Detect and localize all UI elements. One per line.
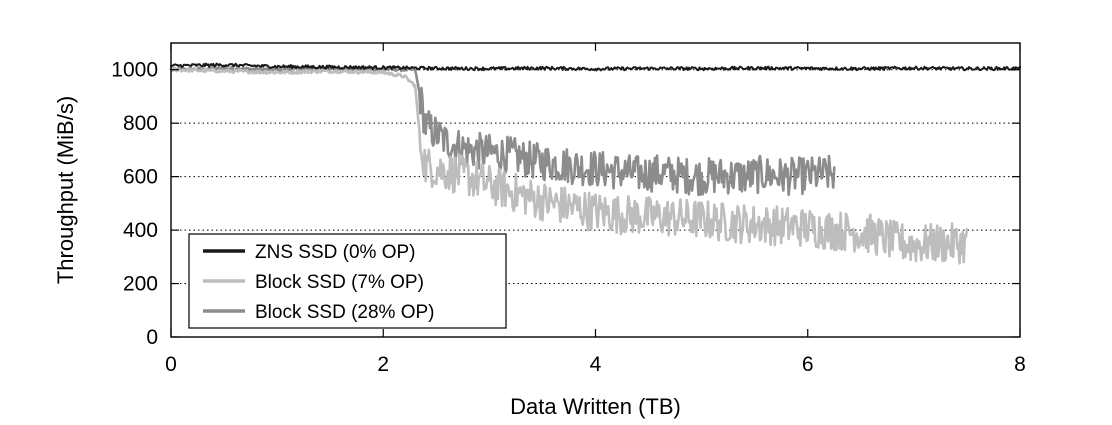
- x-tick-label: 8: [1014, 353, 1026, 376]
- series-line-zns: [170, 62, 1021, 72]
- legend-label-zns: ZNS SSD (0% OP): [255, 242, 415, 263]
- y-tick-label: 1000: [111, 59, 158, 82]
- x-tick-label: 6: [802, 353, 814, 376]
- y-tick-label: 400: [123, 219, 158, 242]
- x-tick-label: 2: [377, 353, 389, 376]
- legend-label-block-28: Block SSD (28% OP): [255, 302, 435, 323]
- y-axis-label: Throughput (MiB/s): [53, 96, 78, 284]
- x-axis-label: Data Written (TB): [510, 394, 681, 419]
- y-tick-label: 200: [123, 273, 158, 296]
- series-line-block-7: [169, 67, 969, 265]
- x-tick-label: 4: [590, 353, 602, 376]
- series-line-block-28: [169, 65, 836, 197]
- x-tick-label: 0: [165, 353, 177, 376]
- legend-label-block-7: Block SSD (7% OP): [255, 272, 424, 293]
- legend: ZNS SSD (0% OP) Block SSD (7% OP) Block …: [188, 233, 507, 329]
- y-tick-label: 0: [146, 326, 158, 349]
- axis-ticks: 0 200 400 600 800 1000 0 2 4 6 8: [111, 43, 1026, 376]
- series-layer: [169, 62, 1021, 265]
- y-tick-label: 600: [123, 166, 158, 189]
- y-tick-label: 800: [123, 112, 158, 135]
